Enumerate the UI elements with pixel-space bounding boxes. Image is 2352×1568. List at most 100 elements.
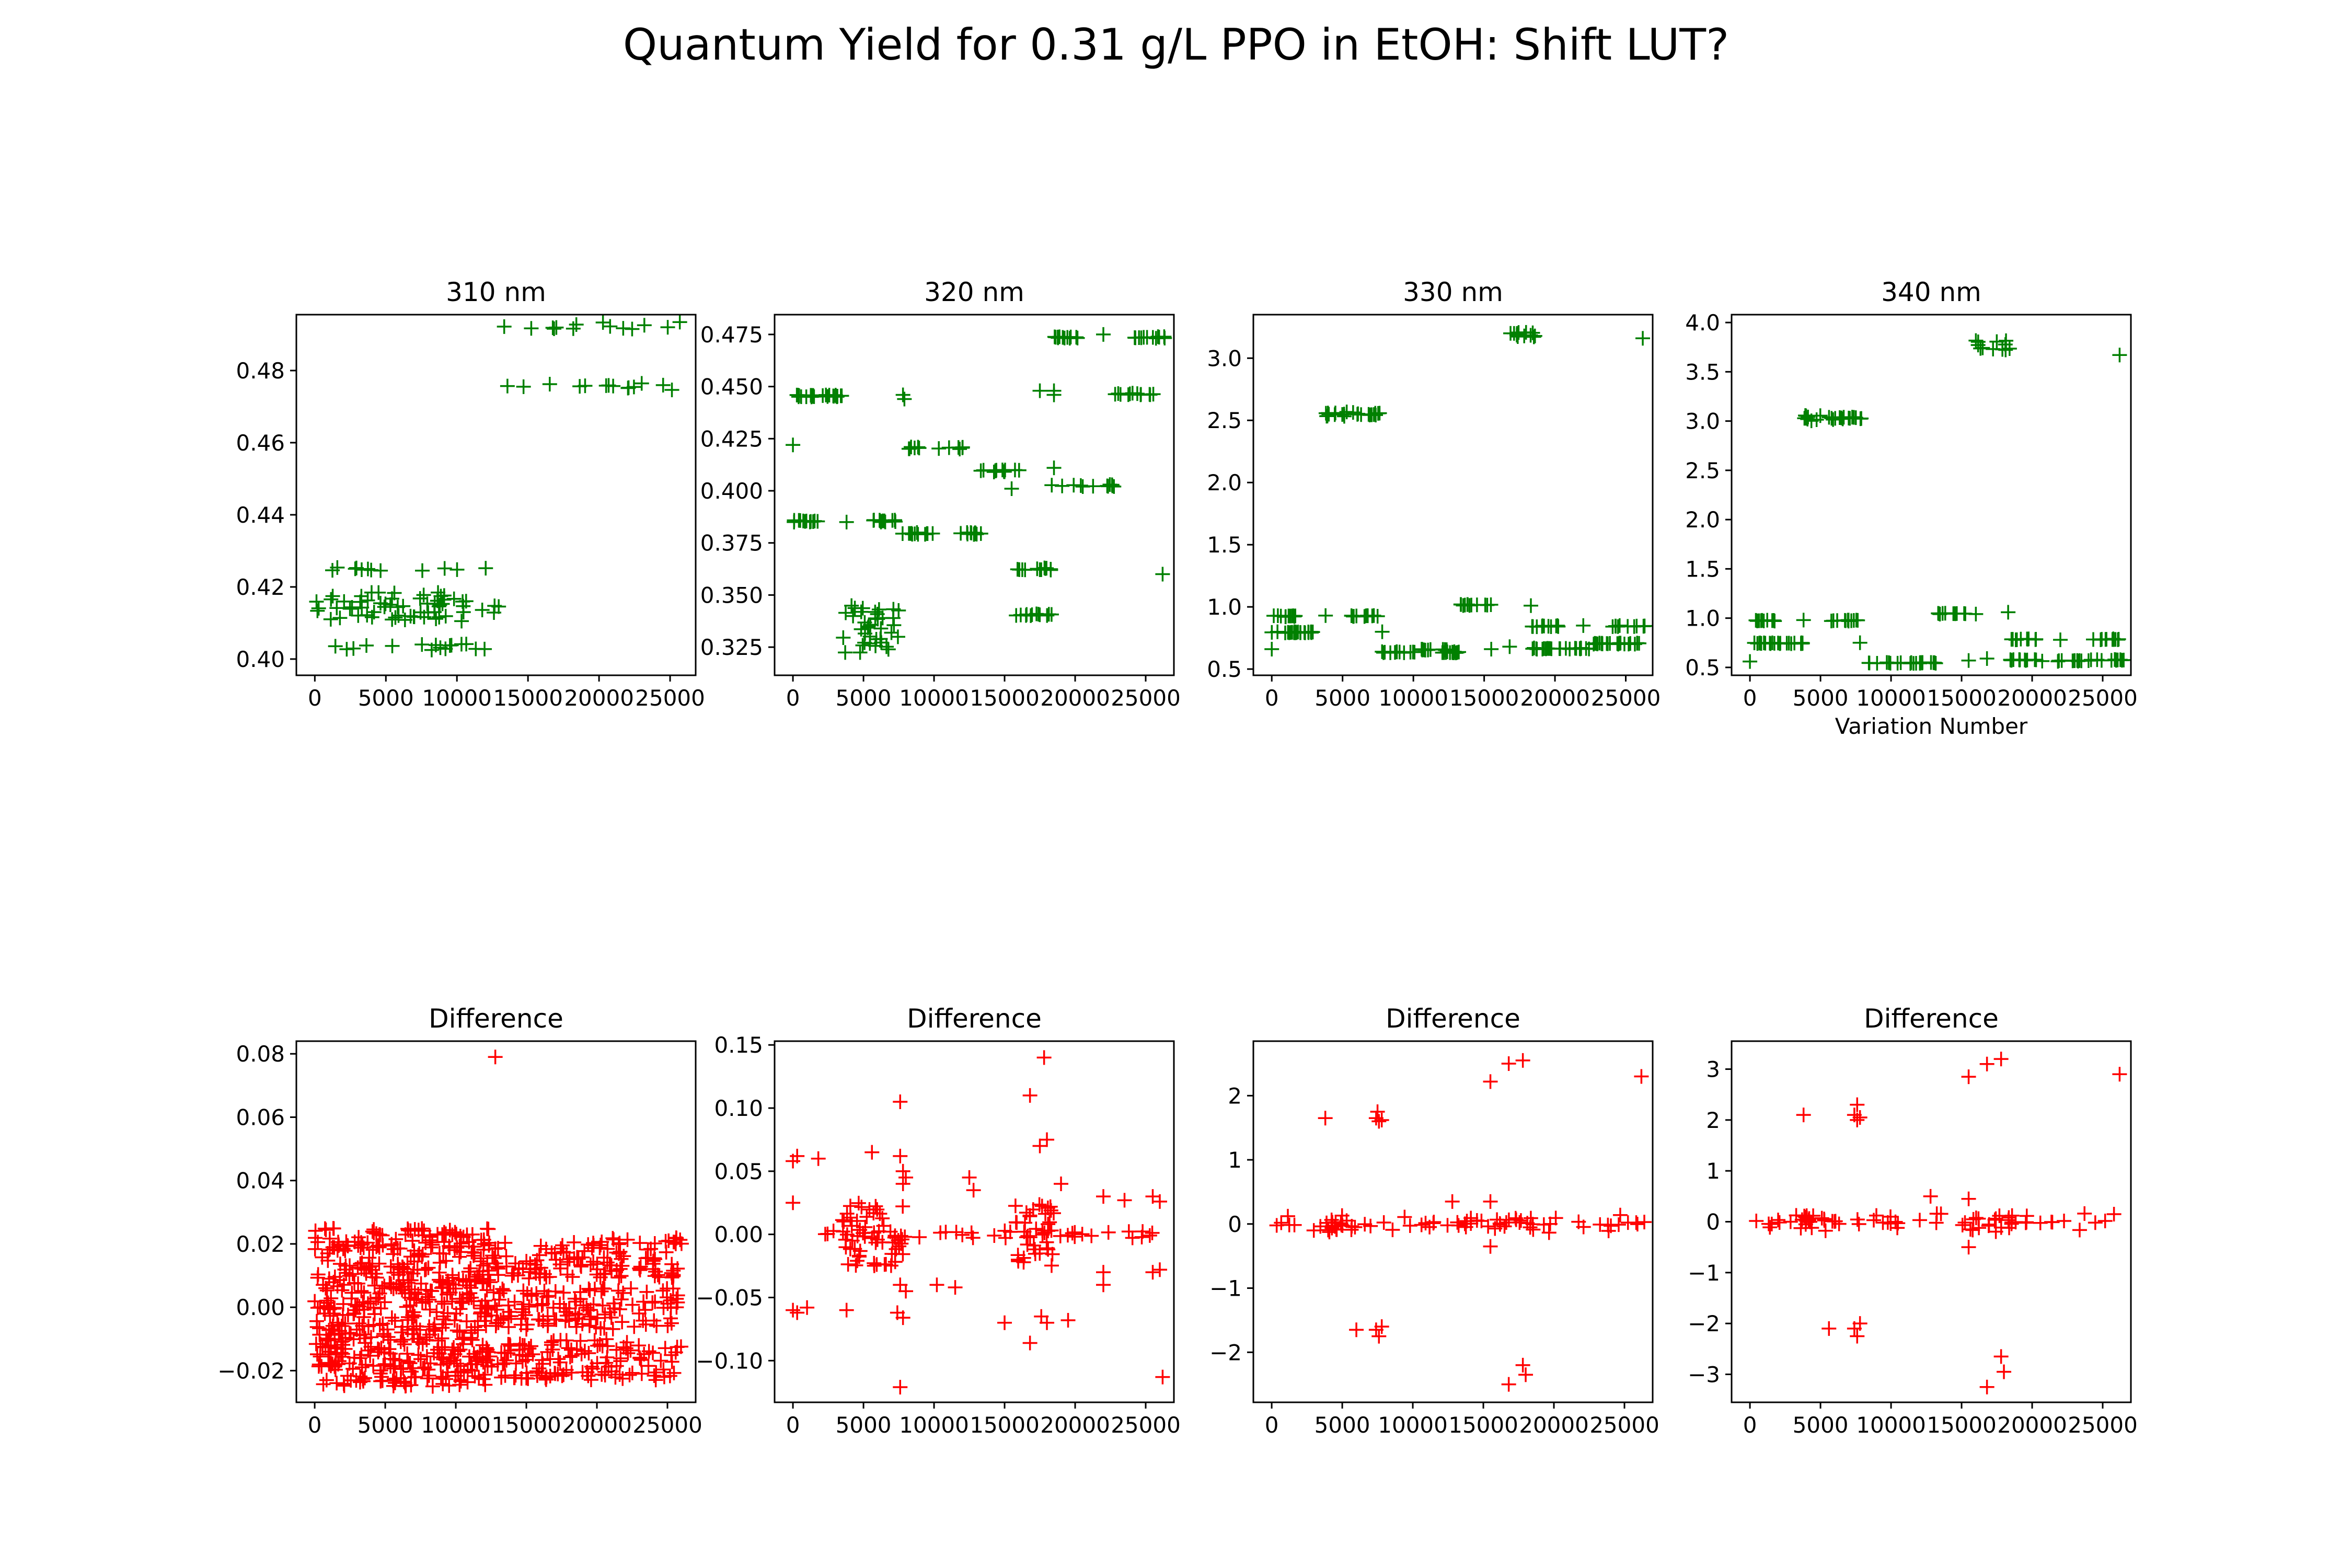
data-point (446, 1353, 462, 1368)
data-point (1086, 479, 1101, 494)
data-point (1749, 1213, 1764, 1228)
x-tick-label: 20000 (564, 685, 634, 711)
data-point (340, 1368, 355, 1383)
data-point (519, 1254, 534, 1269)
data-point (833, 388, 848, 403)
data-point (488, 1050, 503, 1065)
point-cluster (973, 463, 1027, 480)
data-point (1145, 1265, 1160, 1280)
data-point (2114, 653, 2129, 668)
data-point (445, 1270, 460, 1285)
point-cluster (1912, 655, 1943, 671)
y-tick-label: 2 (1228, 1083, 1242, 1109)
data-point (365, 1270, 380, 1285)
data-point (1963, 1222, 1978, 1237)
data-point (516, 379, 531, 394)
subplot-5: 0 5000 10000 15000 20000 25000 −0.02 0.00 0.02 0.… (217, 1004, 702, 1438)
data-point (920, 526, 935, 541)
data-point (2097, 1213, 2113, 1228)
data-point (497, 319, 512, 334)
y-tick-label: 2.0 (1207, 470, 1242, 495)
x-tick-label: 25000 (1111, 685, 1181, 711)
data-point (861, 619, 876, 634)
data-point (599, 1255, 615, 1270)
data-point (637, 318, 652, 333)
data-point (1035, 1227, 1050, 1242)
data-point (601, 1359, 616, 1374)
data-point (864, 1145, 880, 1160)
data-point (556, 1285, 571, 1300)
data-point (1096, 1189, 1111, 1204)
data-point (1743, 654, 1758, 669)
data-point (325, 1318, 340, 1333)
data-point (1155, 567, 1170, 582)
data-point (424, 1284, 440, 1299)
data-point (648, 1264, 663, 1279)
data-point (547, 1246, 562, 1261)
data-point (1469, 1213, 1484, 1228)
data-point (1981, 1218, 1996, 1233)
y-tick-label: 0 (1706, 1209, 1720, 1235)
data-point (1587, 636, 1602, 651)
y-tick-label: 0.06 (236, 1104, 285, 1130)
data-point (1446, 645, 1461, 660)
data-point (656, 1300, 671, 1316)
data-point (560, 1254, 575, 1270)
data-point (607, 1301, 622, 1316)
data-point (342, 601, 358, 616)
data-point (397, 1279, 411, 1294)
data-point (952, 442, 967, 457)
data-point (2053, 632, 2068, 648)
data-point (1988, 1211, 2003, 1226)
data-point (407, 1254, 422, 1269)
x-tick-label: 5000 (358, 685, 414, 711)
data-point (418, 1262, 433, 1277)
point-cluster (1047, 329, 1085, 346)
data-point (577, 1243, 592, 1259)
point-cluster (328, 637, 492, 658)
data-point (1045, 1247, 1060, 1262)
data-point (421, 1368, 436, 1383)
x-tick-label: 10000 (421, 1412, 491, 1438)
data-point (1463, 1210, 1479, 1226)
data-point (1796, 1108, 1811, 1123)
data-point (1155, 1369, 1170, 1385)
data-point (395, 1260, 410, 1275)
data-point (1846, 410, 1861, 425)
point-cluster (1552, 640, 1597, 656)
data-point (352, 1375, 367, 1390)
data-point (1851, 1217, 1866, 1232)
data-point (382, 1275, 397, 1290)
data-point (581, 1281, 596, 1296)
data-point (1968, 1210, 1984, 1226)
point-cluster (1290, 624, 1320, 640)
data-point (613, 1261, 628, 1276)
data-point (383, 1359, 398, 1374)
data-point (322, 1242, 337, 1257)
data-point (361, 1259, 376, 1274)
data-point (1349, 1322, 1364, 1338)
data-point (576, 1298, 591, 1313)
data-point (1096, 1265, 1111, 1280)
data-point (2112, 1067, 2127, 1082)
data-point (1801, 1212, 1816, 1227)
data-point (1445, 1194, 1460, 1209)
data-point (633, 1352, 649, 1367)
data-point (1762, 1220, 1778, 1235)
data-point (366, 605, 382, 620)
data-point (1297, 625, 1312, 640)
data-point (1635, 331, 1651, 346)
subplot-1: 0 5000 10000 15000 20000 25000 0.40 0.42 0.44 0.4… (236, 277, 705, 711)
data-point (1630, 1217, 1645, 1232)
data-point (466, 1248, 481, 1263)
data-point (854, 1200, 869, 1215)
data-point (487, 605, 502, 620)
data-point (551, 1352, 566, 1367)
data-point (308, 1230, 323, 1246)
data-point (1771, 1213, 1786, 1228)
data-point (383, 597, 398, 613)
x-tick-label: 20000 (1997, 685, 2067, 711)
data-point (848, 1258, 863, 1273)
point-cluster (815, 387, 849, 405)
data-point (836, 630, 851, 645)
